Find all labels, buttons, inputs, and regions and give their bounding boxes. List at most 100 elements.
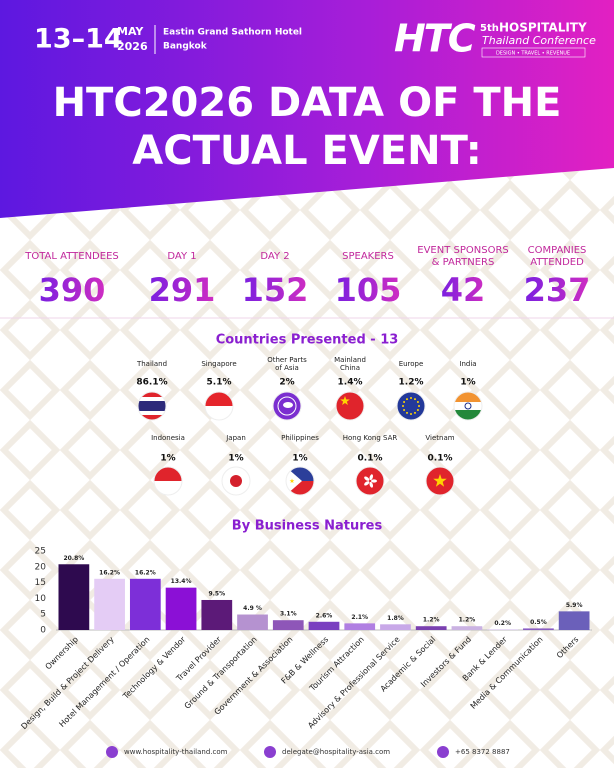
stat-label: COMPANIES xyxy=(528,245,587,256)
flag-ring xyxy=(285,466,315,496)
title: ACTUAL EVENT: xyxy=(132,128,481,174)
stat-value: 390 xyxy=(39,271,106,309)
flag-part xyxy=(410,413,412,415)
country-percent: 2% xyxy=(279,378,294,388)
stat-value: 152 xyxy=(242,271,309,309)
country-name: Indonesia xyxy=(151,434,185,442)
country-name: Vietnam xyxy=(425,434,454,442)
title: HTC2026 DATA OF THE xyxy=(53,80,562,126)
footer-email: delegate@hospitality-asia.com xyxy=(282,748,390,756)
header-band xyxy=(0,0,614,218)
country-name: Singapore xyxy=(201,360,236,368)
flag-part xyxy=(416,409,419,411)
y-tick-label: 10 xyxy=(35,594,47,604)
country-percent: 0.1% xyxy=(428,454,453,464)
stat-value: 42 xyxy=(441,271,486,309)
year: 2026 xyxy=(117,40,148,53)
stat-label: SPEAKERS xyxy=(342,251,394,262)
city: Bangkok xyxy=(163,42,208,52)
flag-part xyxy=(454,410,482,420)
country-percent: 1% xyxy=(228,454,243,464)
stat-value: 237 xyxy=(524,271,591,309)
value-label: 4.9 % xyxy=(243,605,262,612)
bar xyxy=(380,624,411,630)
flag-part xyxy=(230,475,242,487)
tagline-box xyxy=(481,47,586,58)
bar xyxy=(165,587,197,630)
stat-label: ATTENDED xyxy=(530,257,584,268)
flag-ring xyxy=(137,391,167,421)
flag-part xyxy=(403,401,406,403)
country-percent: 86.1% xyxy=(136,378,167,388)
value-label: 0.2% xyxy=(494,620,511,627)
bar xyxy=(237,614,268,630)
country-name: Other Parts xyxy=(267,356,307,364)
bar xyxy=(344,623,376,630)
value-label: 0.5% xyxy=(530,619,547,626)
country-percent: 1% xyxy=(160,454,175,464)
value-label: 13.4% xyxy=(171,578,192,585)
flag-star xyxy=(340,396,350,405)
flag xyxy=(154,467,182,495)
flag-part xyxy=(286,467,302,495)
footer-icon xyxy=(106,746,118,758)
y-tick-label: 15 xyxy=(35,578,46,588)
bar xyxy=(308,621,340,630)
stat-label: DAY 2 xyxy=(260,251,289,262)
flag-part xyxy=(454,402,482,410)
flag-part xyxy=(205,406,233,420)
flag-part xyxy=(154,467,182,481)
flag-ring xyxy=(272,391,302,421)
country-name: India xyxy=(459,360,476,368)
flag-part xyxy=(403,409,406,411)
country-percent: 1% xyxy=(292,454,307,464)
bar xyxy=(272,620,304,630)
flag-ring xyxy=(453,391,483,421)
flag-part xyxy=(402,405,404,407)
y-tick-label: 20 xyxy=(35,562,47,572)
flag-part xyxy=(364,476,370,481)
country-name: of Asia xyxy=(275,364,299,372)
value-label: 2.6% xyxy=(316,612,333,619)
flag xyxy=(138,392,166,420)
flag xyxy=(336,392,364,420)
flag-part xyxy=(369,474,374,481)
chart-title: By Business Natures xyxy=(232,519,383,534)
flag-part xyxy=(406,398,408,401)
flag-ring xyxy=(396,391,426,421)
value-label: 1.2% xyxy=(423,617,440,624)
flag-part xyxy=(336,392,364,420)
flag-ring xyxy=(204,391,234,421)
flag-part xyxy=(464,402,472,410)
flag xyxy=(426,467,454,495)
stat-value: 105 xyxy=(335,271,402,309)
bar xyxy=(558,611,590,630)
stat-label: DAY 1 xyxy=(167,251,196,262)
flag xyxy=(273,392,301,420)
country-name: Philippines xyxy=(281,434,319,442)
country-percent: 0.1% xyxy=(358,454,383,464)
flag xyxy=(454,392,482,420)
logo: HTC xyxy=(394,17,476,61)
country-name: Thailand xyxy=(136,360,167,368)
country-percent: 5.1% xyxy=(207,378,232,388)
flag-part xyxy=(397,392,425,420)
flag-star xyxy=(289,478,295,483)
country-name: Japan xyxy=(225,434,246,442)
value-label: 16.2% xyxy=(135,569,156,576)
flag-ring xyxy=(355,466,385,496)
flag xyxy=(222,467,250,495)
flag-part xyxy=(454,392,482,402)
flag-part xyxy=(138,401,166,411)
country-percent: 1% xyxy=(460,378,475,388)
flag-ring xyxy=(221,466,251,496)
flag-ring xyxy=(335,391,365,421)
footer-website: www.hospitality-thailand.com xyxy=(124,748,228,756)
flag-star xyxy=(433,474,447,487)
flag-part xyxy=(356,467,384,495)
value-label: 3.1% xyxy=(280,611,297,618)
bar xyxy=(129,578,161,630)
bar xyxy=(415,626,447,630)
flag xyxy=(397,392,425,420)
